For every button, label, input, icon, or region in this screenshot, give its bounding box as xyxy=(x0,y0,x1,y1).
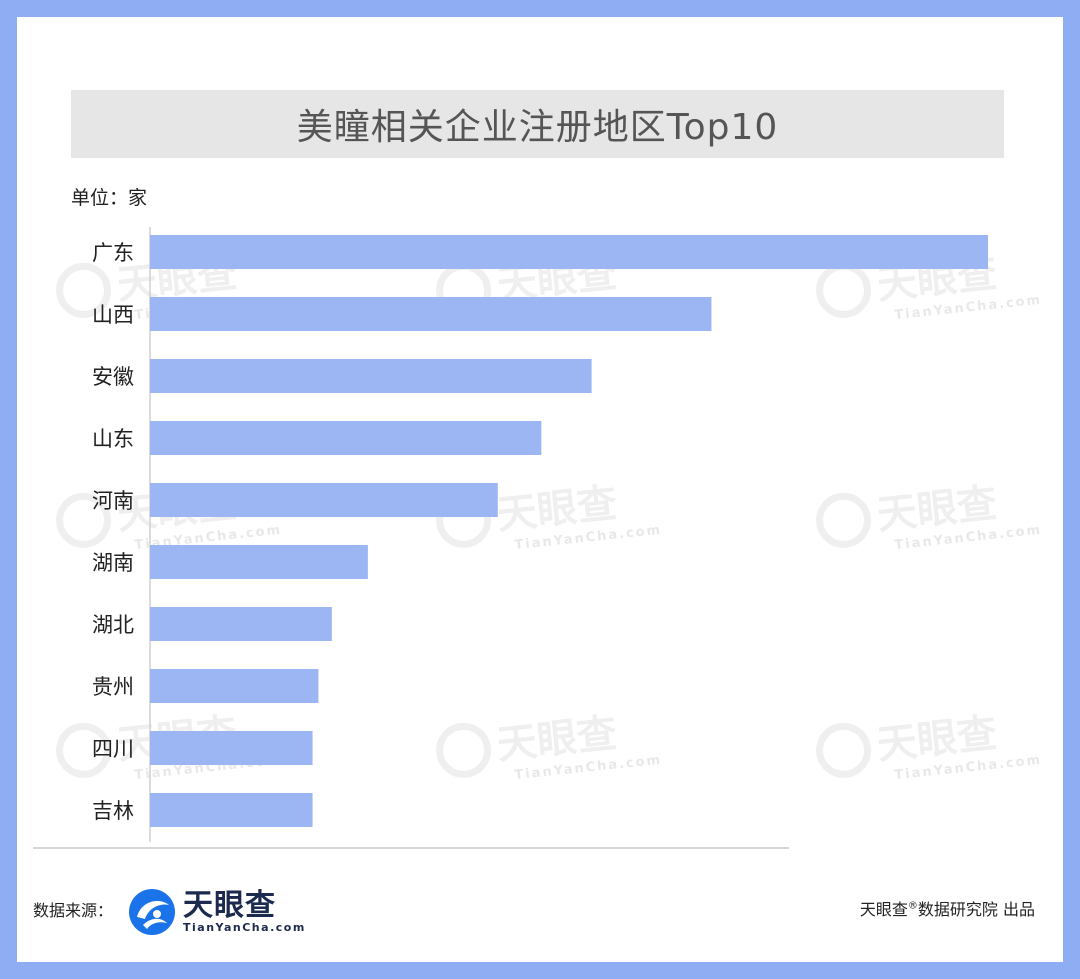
watermark-icon xyxy=(436,722,492,778)
watermark-icon xyxy=(56,722,112,778)
category-label-9: 吉林 xyxy=(92,799,134,823)
watermark-icon xyxy=(816,262,872,318)
logo-main-text: 天眼查 xyxy=(183,888,276,923)
bar-6 xyxy=(150,607,332,641)
bar-2 xyxy=(150,359,592,393)
category-label-3: 山东 xyxy=(92,427,134,451)
category-label-6: 湖北 xyxy=(92,613,134,637)
tianyancha-logo-icon xyxy=(129,889,175,935)
bar-7 xyxy=(150,669,319,703)
title-bar: 美瞳相关企业注册地区Top10 xyxy=(71,90,1004,158)
category-label-2: 安徽 xyxy=(92,365,134,389)
category-label-5: 湖南 xyxy=(92,551,134,575)
category-label-7: 贵州 xyxy=(92,675,134,699)
watermark-icon xyxy=(816,722,872,778)
bar-1 xyxy=(150,297,712,331)
watermark-icon xyxy=(56,262,112,318)
bar-9 xyxy=(150,793,313,827)
bar-8 xyxy=(150,731,313,765)
registered-mark: ® xyxy=(907,900,918,912)
bar-group xyxy=(150,235,988,827)
category-label-1: 山西 xyxy=(92,303,134,327)
bar-0 xyxy=(150,235,988,269)
watermark-icon xyxy=(816,492,872,548)
chart-title: 美瞳相关企业注册地区Top10 xyxy=(296,107,779,148)
chart-card: 美瞳相关企业注册地区Top10 单位：家 天眼查TianYanCha.com天眼… xyxy=(17,17,1063,962)
category-label-4: 河南 xyxy=(92,489,134,513)
category-label-8: 四川 xyxy=(92,737,134,761)
bar-5 xyxy=(150,545,368,579)
credit-brand: 天眼查 xyxy=(859,900,908,919)
bar-4 xyxy=(150,483,498,517)
watermark-icon xyxy=(56,492,112,548)
credit-rest: 数据研究院 出品 xyxy=(917,900,1035,919)
logo-sub-text: TianYanCha.com xyxy=(183,921,306,934)
credit-text: 天眼查®数据研究院 出品 xyxy=(860,896,1035,920)
tianyancha-logo: 天眼查 TianYanCha.com xyxy=(127,887,306,937)
unit-label: 单位：家 xyxy=(71,187,148,209)
source-label: 数据来源： xyxy=(33,901,114,920)
category-label-0: 广东 xyxy=(92,241,134,265)
bar-3 xyxy=(150,421,542,455)
